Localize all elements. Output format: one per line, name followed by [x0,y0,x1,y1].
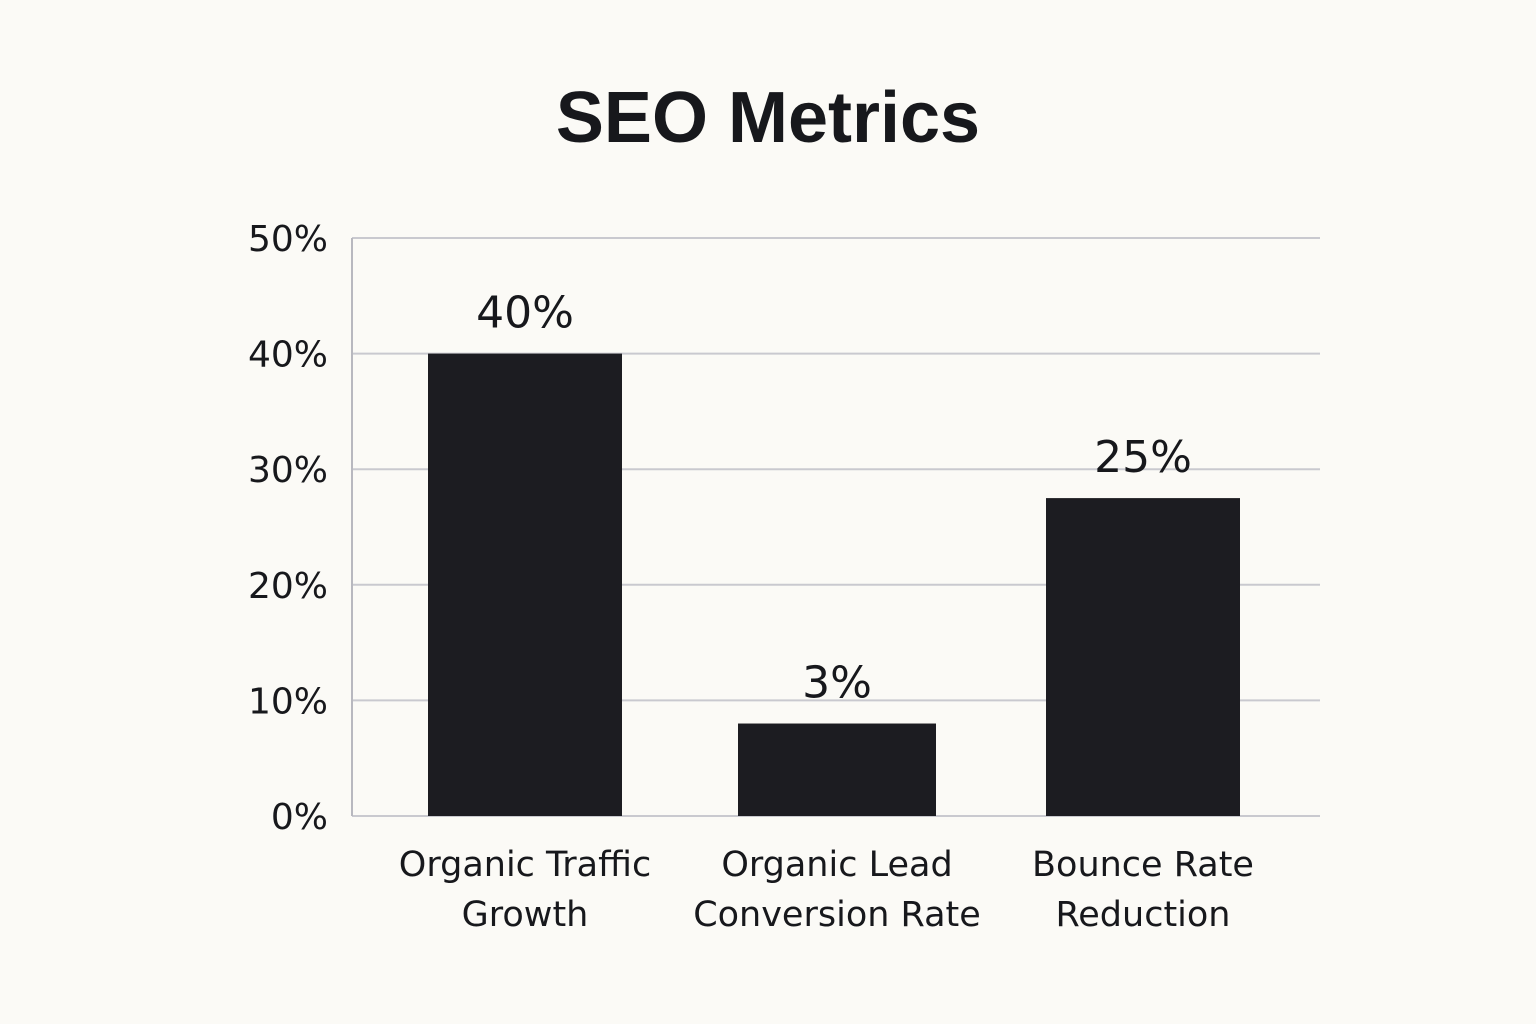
y-axis: 0% 10% 20% 30% 40% 50% [248,219,353,838]
x-axis-categories: Organic Traffic Growth Organic Lead Convers… [399,845,1254,935]
y-tick-label: 20% [248,566,328,607]
x-category-label: Growth [462,895,589,935]
y-tick-label: 0% [271,797,328,838]
y-tick-label: 50% [248,219,328,260]
data-labels: 40% 3% 25% [476,288,1192,709]
data-label: 3% [802,658,872,709]
x-category-label: Conversion Rate [693,895,981,935]
data-label: 40% [476,288,574,339]
bar [1046,498,1240,816]
y-tick-label: 30% [248,450,328,491]
bar [738,723,936,816]
x-category-label: Organic Traffic [399,845,651,885]
x-category-label: Bounce Rate [1032,845,1254,885]
x-category-label: Organic Lead [721,845,952,885]
bars [428,353,1240,816]
data-label: 25% [1094,432,1192,483]
bar [428,353,622,816]
y-tick-label: 40% [248,335,328,376]
x-category-label: Reduction [1056,895,1231,935]
y-tick-label: 10% [248,681,328,722]
chart-title: SEO Metrics [556,78,980,158]
